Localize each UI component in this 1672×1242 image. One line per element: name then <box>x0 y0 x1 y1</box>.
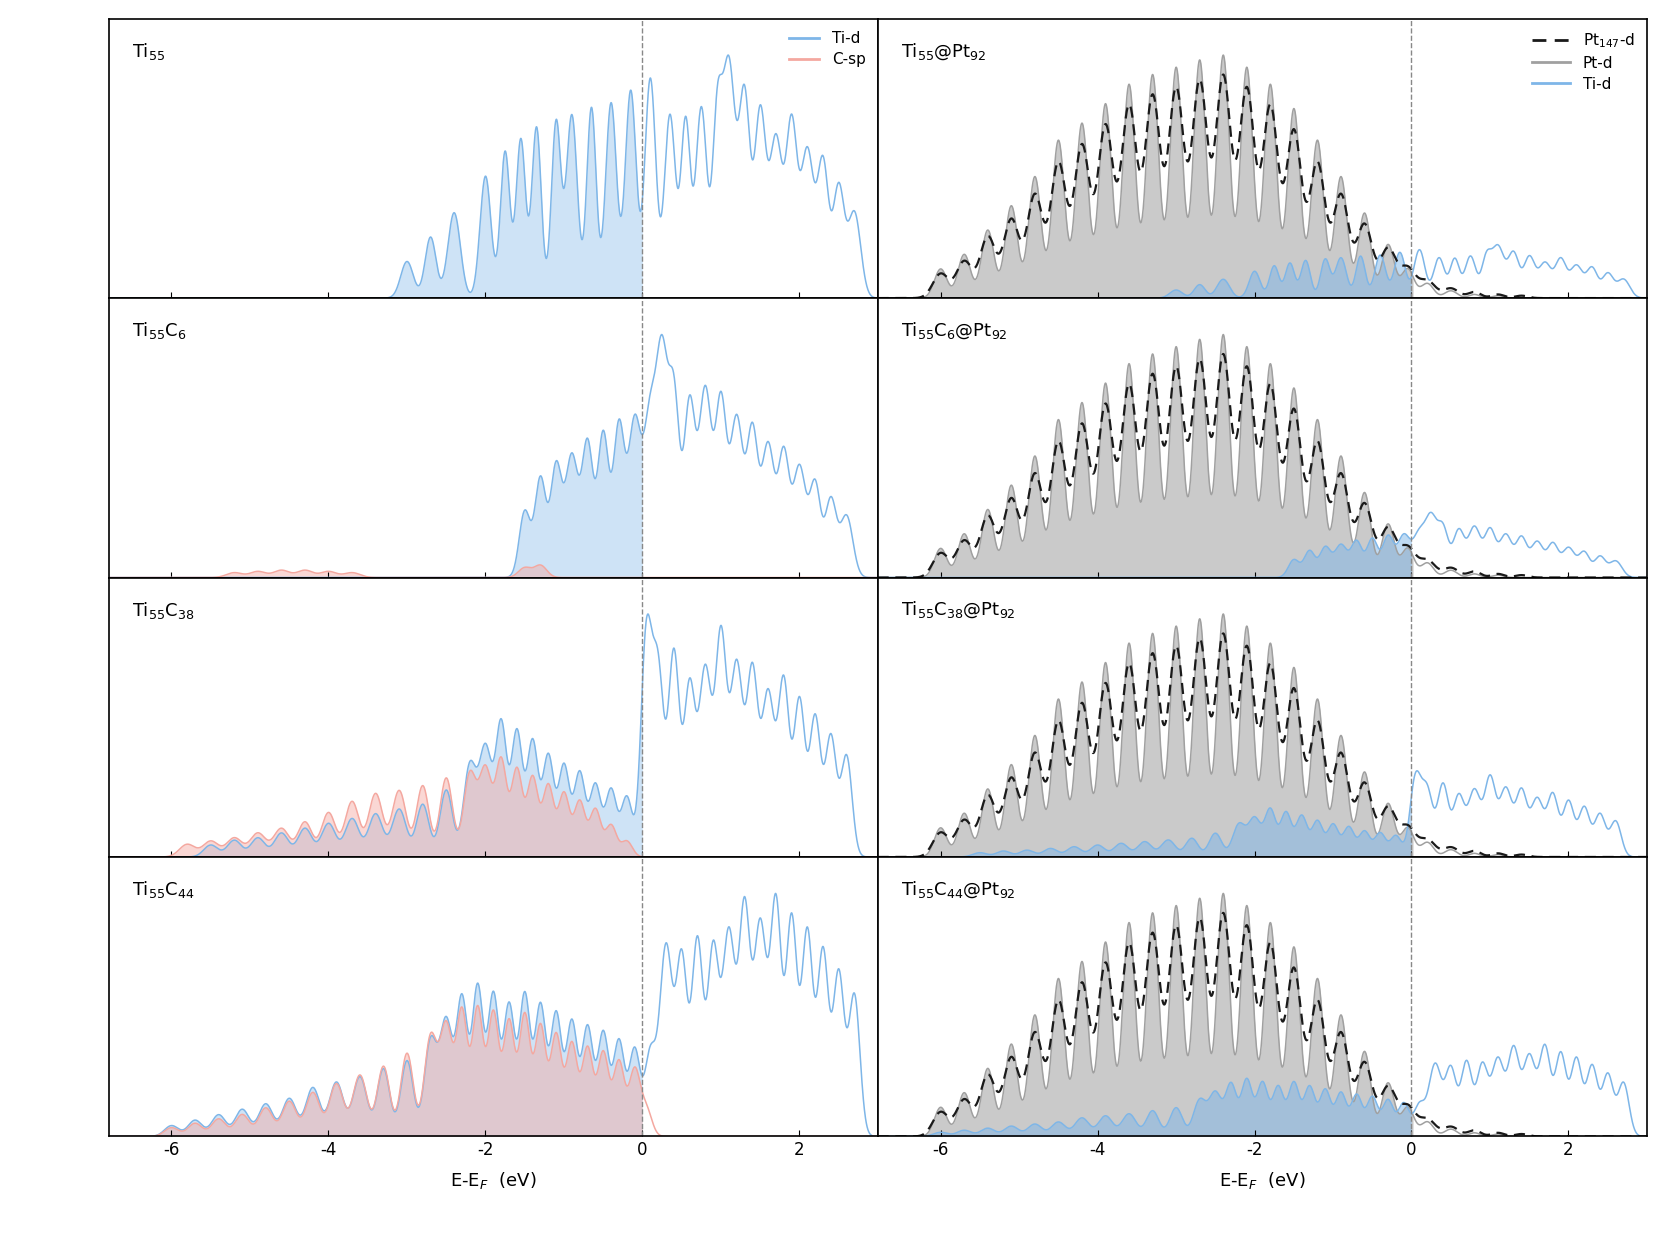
Text: Ti$_{55}$@Pt$_{92}$: Ti$_{55}$@Pt$_{92}$ <box>901 41 986 62</box>
X-axis label: E-E$_F$  (eV): E-E$_F$ (eV) <box>1219 1170 1306 1191</box>
Text: Ti$_{55}$: Ti$_{55}$ <box>132 41 166 62</box>
Legend: Pt$_{147}$-d, Pt-d, Ti-d: Pt$_{147}$-d, Pt-d, Ti-d <box>1528 26 1639 97</box>
Text: Ti$_{55}$C$_{44}$@Pt$_{92}$: Ti$_{55}$C$_{44}$@Pt$_{92}$ <box>901 879 1015 900</box>
Text: Ti$_{55}$C$_6$: Ti$_{55}$C$_6$ <box>132 320 186 342</box>
Legend: Ti-d, C-sp: Ti-d, C-sp <box>784 26 869 72</box>
Text: Ti$_{55}$C$_{38}$@Pt$_{92}$: Ti$_{55}$C$_{38}$@Pt$_{92}$ <box>901 600 1015 621</box>
X-axis label: E-E$_F$  (eV): E-E$_F$ (eV) <box>450 1170 537 1191</box>
Text: Ti$_{55}$C$_{44}$: Ti$_{55}$C$_{44}$ <box>132 879 194 900</box>
Text: Ti$_{55}$C$_6$@Pt$_{92}$: Ti$_{55}$C$_6$@Pt$_{92}$ <box>901 320 1008 342</box>
Text: Ti$_{55}$C$_{38}$: Ti$_{55}$C$_{38}$ <box>132 600 194 621</box>
